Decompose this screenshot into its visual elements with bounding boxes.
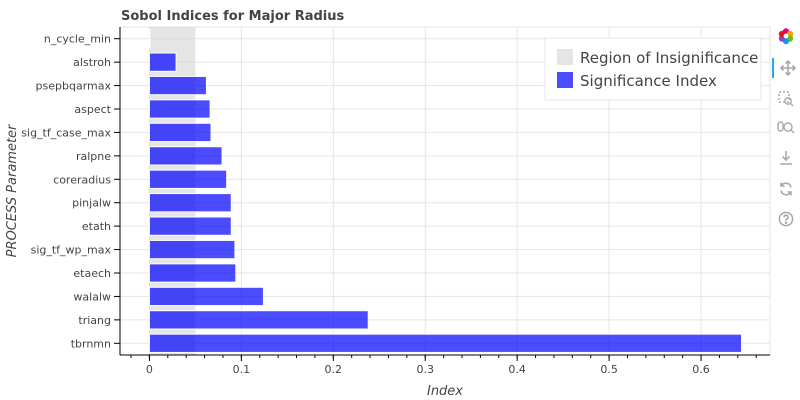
bokeh-logo-icon[interactable] <box>776 26 796 46</box>
bar-aspect <box>148 99 211 119</box>
y-tick-label: pinjalw <box>72 197 111 210</box>
legend-label-series: Significance Index <box>580 72 717 90</box>
bar-ralpne <box>148 146 223 166</box>
y-tick-label: alstroh <box>73 56 111 69</box>
x-axis-label: Index <box>427 384 463 399</box>
reset-icon[interactable] <box>776 179 796 199</box>
bar-layer <box>148 29 742 353</box>
save-icon[interactable] <box>776 148 796 168</box>
pan-icon[interactable] <box>772 58 798 78</box>
y-tick-label: n_cycle_min <box>44 33 111 46</box>
x-tick-label: 0.6 <box>692 363 710 376</box>
bar-etath <box>148 216 232 236</box>
bar-tbrnmn <box>148 333 742 353</box>
y-tick-label: walalw <box>73 290 111 303</box>
x-tick-label: 0.1 <box>233 363 251 376</box>
x-tick-label: 0.4 <box>508 363 526 376</box>
y-tick-label: psepbqarmax <box>36 80 112 93</box>
legend-label-region: Region of Insignificance <box>580 49 758 67</box>
toolbar <box>772 24 800 244</box>
y-tick-label: ralpne <box>76 150 111 163</box>
bar-alstroh <box>148 52 177 72</box>
bar-walalw <box>148 286 264 307</box>
legend-box <box>544 37 762 101</box>
bar-sig_tf_case_max <box>148 122 212 143</box>
legend: Region of Insignificance Significance In… <box>544 37 762 101</box>
bar-sig_tf_wp_max <box>148 239 236 260</box>
y-tick-label: sig_tf_wp_max <box>31 244 112 257</box>
y-tick-label: aspect <box>74 103 111 116</box>
legend-swatch-series <box>557 72 573 88</box>
y-tick-label: triang <box>78 314 111 327</box>
x-tick-label: 0.3 <box>416 363 434 376</box>
x-tick-label: 0.5 <box>600 363 618 376</box>
bar-triang <box>148 310 369 330</box>
wheel-zoom-icon[interactable] <box>776 118 796 138</box>
bar-pinjalw <box>148 193 232 213</box>
bar-coreradius <box>148 169 228 189</box>
chart-title: Sobol Indices for Major Radius <box>121 9 345 24</box>
y-tick-label: etaech <box>73 267 111 280</box>
bar-psepbqarmax <box>148 75 207 96</box>
help-icon[interactable] <box>776 209 796 229</box>
legend-swatch-region <box>557 49 573 65</box>
bar-n_cycle_min <box>148 29 151 49</box>
y-tick-label: tbrnmn <box>71 337 111 350</box>
x-tick-label: 0 <box>146 363 153 376</box>
axes: 0 0.1 0.2 0.3 0.4 0.5 0.6 tbrnmn triang walalw eta… <box>21 27 770 376</box>
box-zoom-icon[interactable] <box>776 89 796 109</box>
y-tick-label: sig_tf_case_max <box>21 126 111 139</box>
x-tick-label: 0.2 <box>325 363 343 376</box>
y-tick-label: coreradius <box>53 173 111 186</box>
y-axis-label: PROCESS Parameter <box>5 123 20 257</box>
bar-etaech <box>148 263 237 283</box>
y-tick-label: etath <box>82 220 111 233</box>
